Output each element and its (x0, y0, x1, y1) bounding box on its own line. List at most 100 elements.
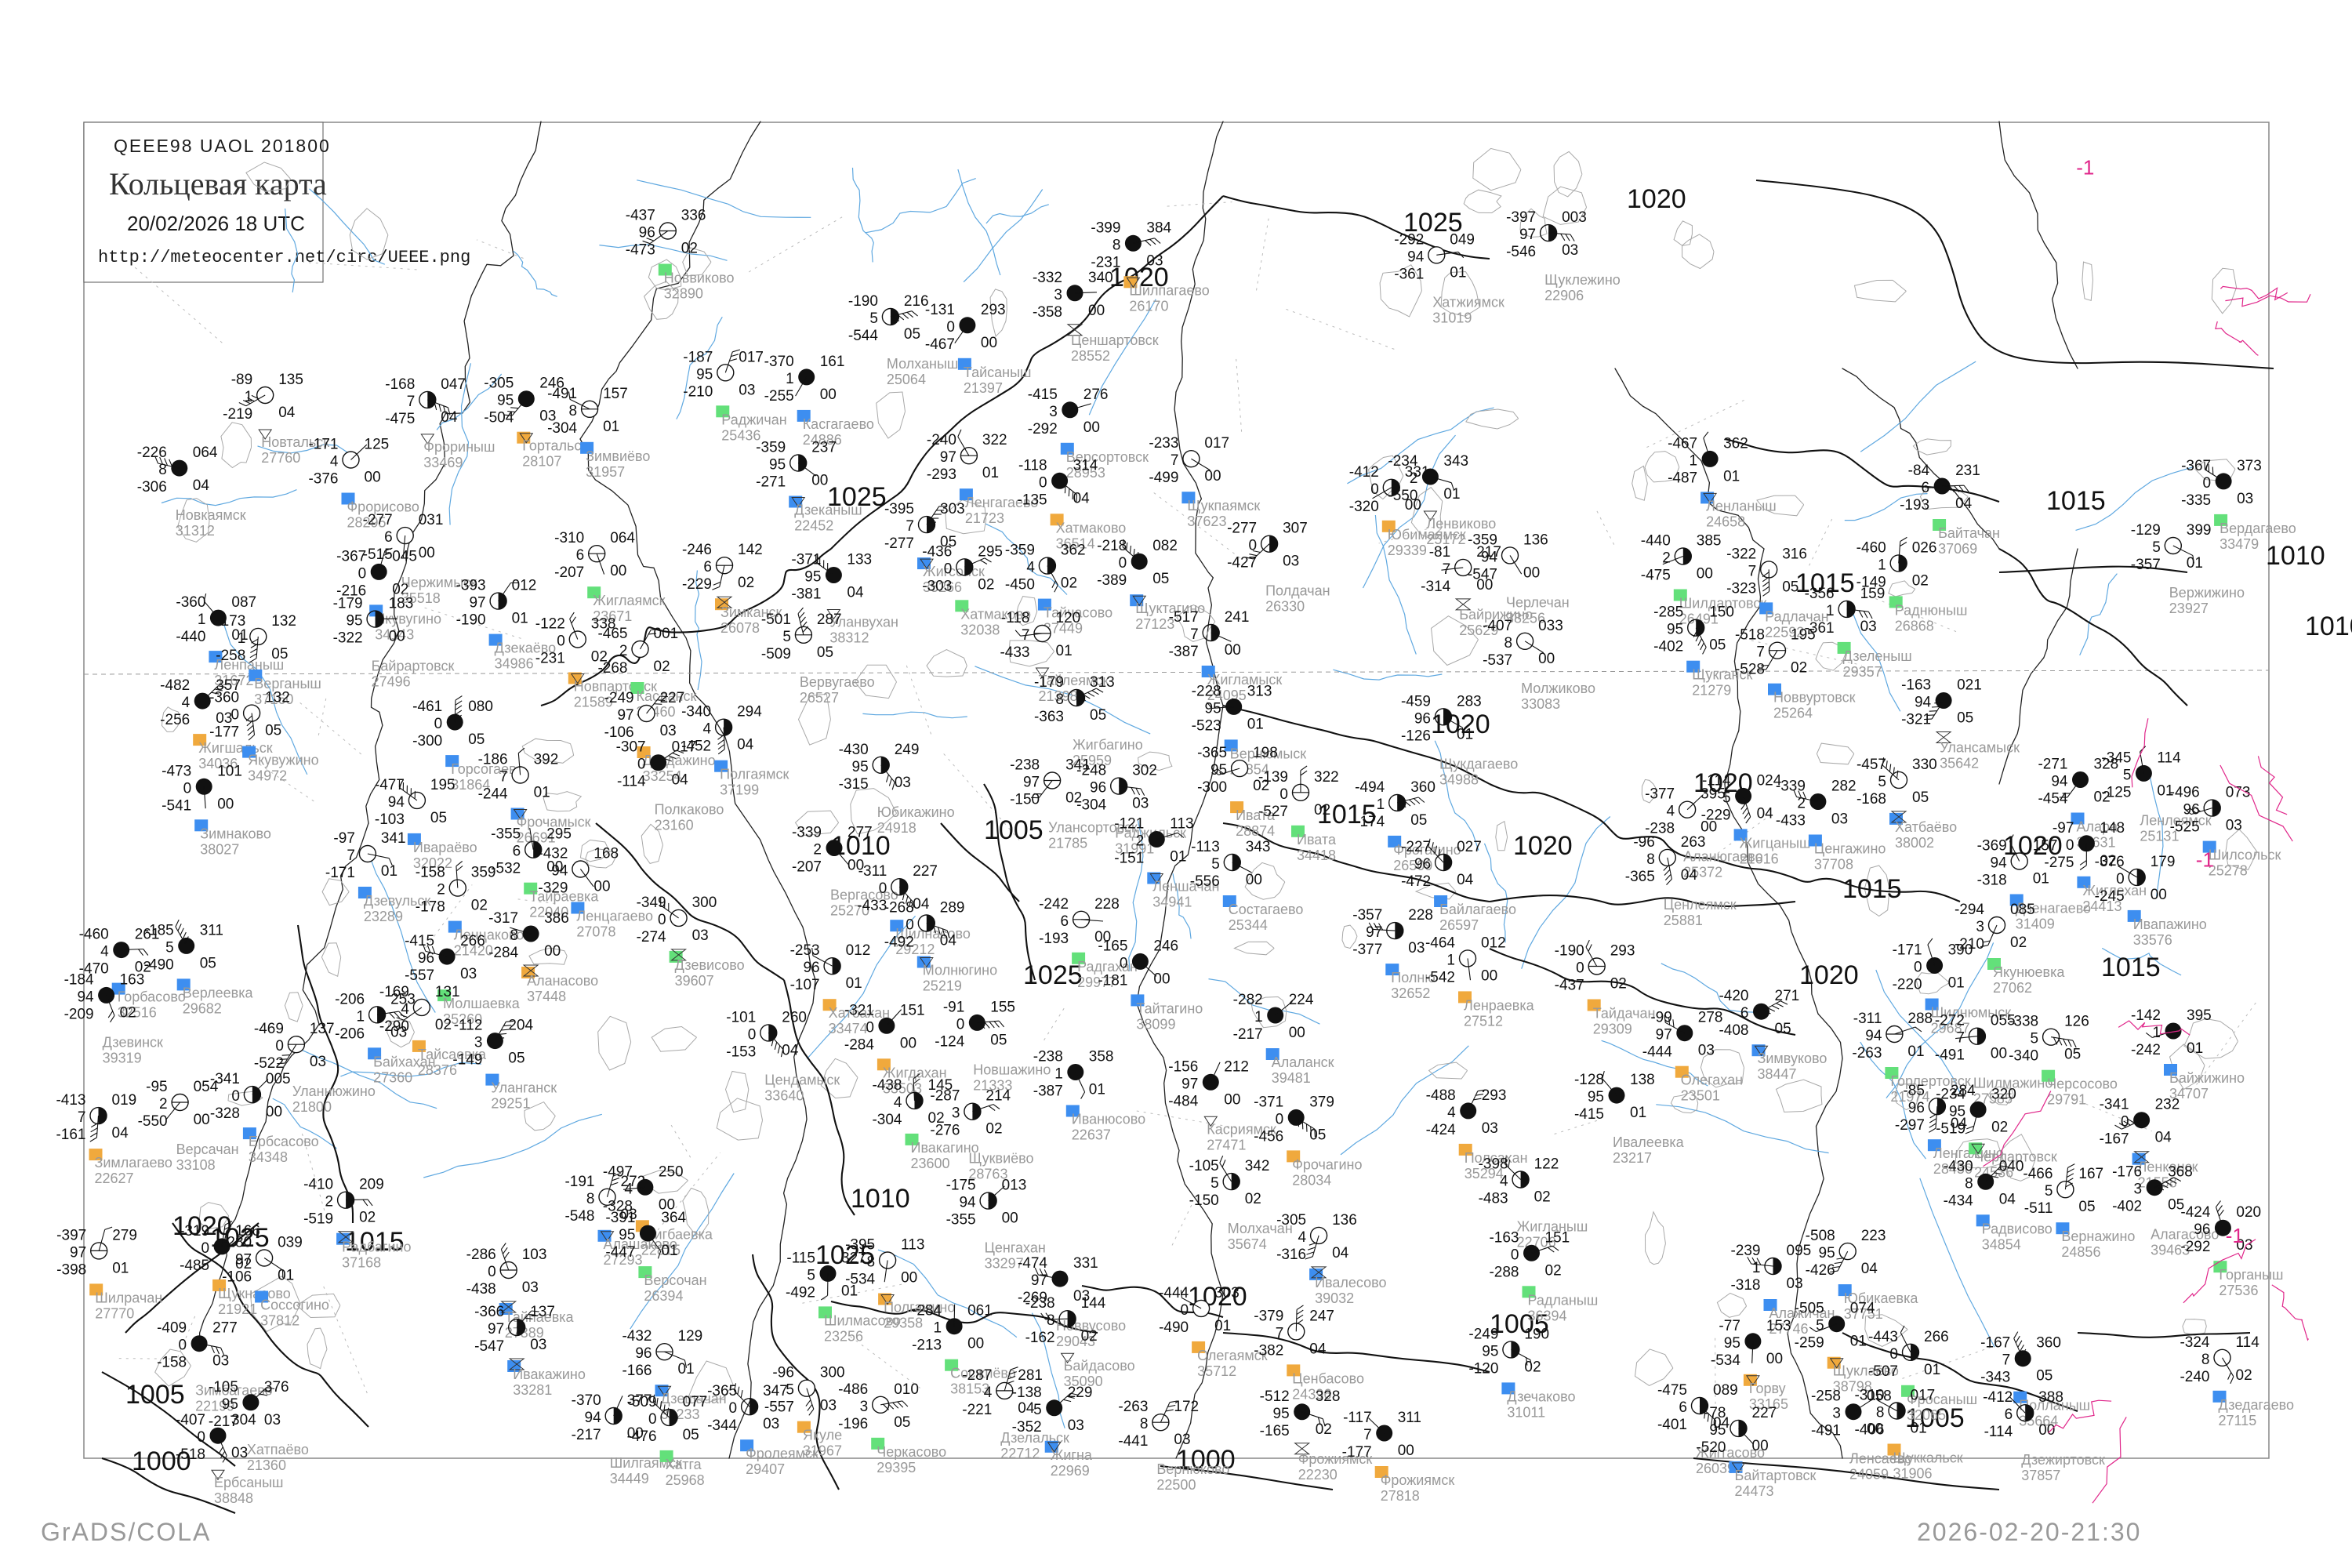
svg-text:05: 05 (271, 646, 288, 662)
svg-text:2: 2 (1662, 550, 1671, 567)
svg-text:01: 01 (982, 465, 999, 481)
svg-text:-511: -511 (2024, 1200, 2053, 1217)
svg-text:-228: -228 (1192, 683, 1221, 699)
svg-text:6: 6 (703, 559, 712, 575)
svg-text:-339: -339 (792, 825, 822, 841)
svg-text:95: 95 (1709, 1422, 1726, 1439)
svg-text:04: 04 (1332, 1245, 1349, 1261)
svg-text:Соссогино: Соссогино (260, 1298, 329, 1313)
svg-text:20/02/2026 18 UTC: 20/02/2026 18 UTC (127, 212, 305, 235)
svg-text:05: 05 (683, 1427, 699, 1443)
svg-text:00: 00 (1766, 1351, 1783, 1367)
svg-text:1020: 1020 (1513, 831, 1573, 861)
svg-text:21785: 21785 (1048, 836, 1087, 851)
svg-text:047: 047 (441, 376, 466, 393)
svg-text:7: 7 (78, 1109, 86, 1126)
svg-text:02: 02 (1245, 1191, 1261, 1207)
svg-text:-174: -174 (1355, 814, 1385, 830)
svg-text:-370: -370 (572, 1392, 601, 1409)
svg-text:-311: -311 (858, 863, 887, 880)
svg-text:1005: 1005 (125, 1380, 185, 1410)
svg-text:Алаланск: Алаланск (1272, 1054, 1334, 1070)
svg-text:-474: -474 (1018, 1255, 1047, 1272)
svg-text:-187: -187 (683, 349, 713, 365)
svg-text:-258: -258 (216, 648, 245, 664)
svg-text:-467: -467 (925, 336, 955, 353)
svg-text:25344: 25344 (1229, 917, 1268, 933)
svg-text:-460: -460 (1857, 539, 1886, 556)
svg-text:00: 00 (820, 387, 837, 403)
svg-text:Юбикажино: Юбикажино (877, 804, 955, 820)
svg-text:7: 7 (1363, 1427, 1372, 1443)
svg-text:02: 02 (985, 1121, 1002, 1138)
svg-text:02: 02 (654, 659, 670, 675)
svg-text:Раднюныш: Раднюныш (1895, 602, 1968, 618)
svg-text:05: 05 (1090, 707, 1106, 724)
svg-text:-444: -444 (1159, 1285, 1189, 1301)
svg-text:-95: -95 (146, 1079, 167, 1095)
svg-text:-340: -340 (681, 704, 711, 720)
svg-text:-556: -556 (1190, 873, 1220, 890)
svg-text:05: 05 (265, 723, 281, 739)
svg-text:031: 031 (419, 512, 444, 528)
svg-text:283: 283 (1457, 693, 1482, 710)
svg-text:-476: -476 (627, 1428, 657, 1445)
svg-text:38848: 38848 (214, 1490, 253, 1506)
svg-text:-395: -395 (845, 1237, 875, 1254)
svg-text:25219: 25219 (923, 978, 962, 994)
svg-text:198: 198 (1253, 745, 1278, 761)
svg-text:32652: 32652 (1391, 985, 1430, 1001)
svg-text:37448: 37448 (527, 989, 566, 1004)
svg-text:1: 1 (786, 371, 794, 387)
svg-text:-120: -120 (1468, 1360, 1498, 1377)
svg-text:-497: -497 (603, 1163, 633, 1180)
svg-text:-307: -307 (616, 739, 646, 756)
svg-text:-191: -191 (564, 1174, 594, 1190)
svg-text:277: 277 (212, 1320, 238, 1337)
svg-text:-515: -515 (363, 546, 393, 563)
svg-text:295: 295 (978, 543, 1003, 560)
svg-text:-227: -227 (1401, 839, 1431, 855)
svg-text:95: 95 (1205, 700, 1221, 717)
svg-text:0: 0 (1119, 555, 1127, 572)
svg-text:-475: -475 (1657, 1382, 1687, 1399)
svg-text:061: 061 (967, 1303, 993, 1319)
svg-text:0: 0 (1181, 1302, 1189, 1319)
svg-text:Радбагино: Радбагино (342, 1240, 411, 1255)
svg-text:-482: -482 (160, 677, 190, 694)
svg-text:-292: -292 (1394, 231, 1424, 248)
svg-text:-505: -505 (1795, 1301, 1824, 1317)
svg-text:-345: -345 (2101, 750, 2131, 766)
svg-text:00: 00 (1697, 566, 1713, 583)
svg-text:-171: -171 (1893, 942, 1922, 959)
svg-text:25278: 25278 (2209, 863, 2248, 879)
svg-text:-163: -163 (1901, 677, 1931, 694)
svg-text:-304: -304 (1076, 797, 1106, 814)
svg-text:Вердагаево: Вердагаево (2220, 521, 2296, 536)
svg-text:27471: 27471 (1207, 1137, 1246, 1152)
svg-text:35642: 35642 (1940, 756, 1979, 771)
svg-text:-363: -363 (1034, 709, 1064, 725)
svg-text:-284: -284 (912, 1303, 942, 1319)
svg-text:02: 02 (1991, 1119, 2008, 1135)
svg-text:-303: -303 (922, 578, 952, 594)
svg-text:-179: -179 (1034, 674, 1064, 691)
svg-text:-491: -491 (547, 386, 577, 402)
svg-text:-547: -547 (474, 1338, 504, 1355)
svg-text:Жигцаныш: Жигцаныш (1740, 835, 1811, 851)
svg-text:-359: -359 (1005, 543, 1035, 559)
svg-text:0: 0 (275, 1038, 284, 1054)
svg-text:00: 00 (1002, 1210, 1018, 1227)
svg-text:-407: -407 (1483, 618, 1512, 634)
svg-text:7: 7 (1276, 1325, 1284, 1341)
svg-text:-306: -306 (137, 479, 167, 495)
svg-text:03: 03 (1146, 252, 1163, 269)
svg-text:138: 138 (1630, 1072, 1655, 1088)
svg-text:-430: -430 (1944, 1158, 1973, 1174)
svg-text:Полкаково: Полкаково (655, 802, 724, 818)
svg-text:-113: -113 (1191, 839, 1220, 855)
svg-text:24473: 24473 (1735, 1483, 1774, 1499)
svg-text:97: 97 (1366, 924, 1382, 941)
svg-text:-287: -287 (930, 1088, 960, 1105)
svg-text:-341: -341 (210, 1071, 240, 1087)
